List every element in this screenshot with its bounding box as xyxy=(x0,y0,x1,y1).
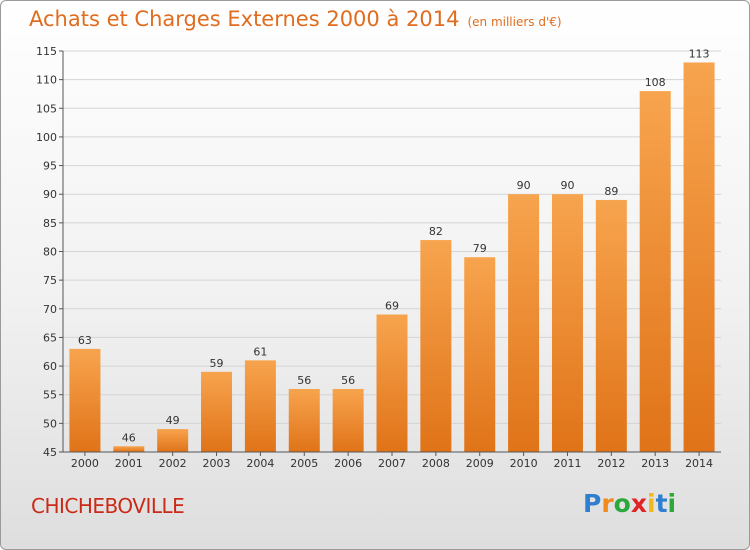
data-label: 56 xyxy=(297,374,311,387)
data-label: 63 xyxy=(78,334,92,347)
y-tick-label: 50 xyxy=(43,417,57,430)
x-tick-label: 2002 xyxy=(159,457,187,470)
x-tick-label: 2010 xyxy=(510,457,538,470)
bar xyxy=(595,199,627,452)
y-tick-label: 45 xyxy=(43,446,57,459)
x-tick-label: 2012 xyxy=(597,457,625,470)
x-tick-label: 2004 xyxy=(246,457,274,470)
proxiti-logo: Proxiti xyxy=(583,489,676,518)
chart-subtitle: (en milliers d'€) xyxy=(467,15,562,29)
y-tick-label: 110 xyxy=(36,74,57,87)
data-label: 108 xyxy=(645,76,666,89)
chart-title: Achats et Charges Externes 2000 à 2014 (e… xyxy=(29,7,562,31)
y-tick-label: 55 xyxy=(43,389,57,402)
y-tick-label: 80 xyxy=(43,246,57,259)
data-label: 82 xyxy=(429,225,443,238)
y-tick-label: 100 xyxy=(36,131,57,144)
x-tick-label: 2005 xyxy=(290,457,318,470)
bar xyxy=(157,429,189,452)
logo-letter: i xyxy=(647,489,656,518)
x-tick-label: 2007 xyxy=(378,457,406,470)
bar xyxy=(464,257,496,452)
logo-letter: t xyxy=(655,489,668,518)
bar xyxy=(332,388,364,452)
data-label: 90 xyxy=(517,179,531,192)
logo-letter: P xyxy=(583,489,602,518)
y-tick-label: 60 xyxy=(43,360,57,373)
y-tick-label: 90 xyxy=(43,188,57,201)
data-label: 90 xyxy=(560,179,574,192)
x-tick-label: 2003 xyxy=(203,457,231,470)
logo-letter: r xyxy=(601,489,614,518)
bar xyxy=(288,388,320,452)
logo-letter: o xyxy=(613,489,631,518)
data-label: 89 xyxy=(604,185,618,198)
commune-name: CHICHEBOVILLE xyxy=(31,494,185,518)
y-tick-label: 105 xyxy=(36,102,57,115)
bar xyxy=(683,62,715,452)
y-tick-label: 70 xyxy=(43,303,57,316)
x-axis: 2000 2001 2002 2003 2004 2005 2006 2007 2008 2009… xyxy=(63,451,721,470)
data-label: 49 xyxy=(166,414,180,427)
x-tick-label: 2014 xyxy=(685,457,713,470)
data-label: 59 xyxy=(210,357,224,370)
chart-title-text: Achats et Charges Externes 2000 à 2014 xyxy=(29,7,460,31)
y-tick-label: 85 xyxy=(43,217,57,230)
y-tick-label: 75 xyxy=(43,274,57,287)
bar xyxy=(376,314,408,452)
bar xyxy=(420,240,452,452)
y-tick-label: 65 xyxy=(43,331,57,344)
y-axis: 45 50 55 60 65 70 75 80 85 90 95 100 105 110 115 xyxy=(36,45,64,459)
x-tick-label: 2001 xyxy=(115,457,143,470)
bars: 63 46 49 59 61 56 56 69 82 79 90 90 89 108 113 xyxy=(69,47,715,452)
x-tick-label: 2000 xyxy=(71,457,99,470)
bar xyxy=(201,371,233,452)
bar xyxy=(551,194,583,452)
x-tick-label: 2009 xyxy=(466,457,494,470)
data-label: 61 xyxy=(253,345,267,358)
logo-letter: x xyxy=(630,489,647,518)
x-tick-label: 2013 xyxy=(641,457,669,470)
logo-letter: i xyxy=(667,489,677,518)
bar xyxy=(244,360,276,452)
bar xyxy=(69,348,101,452)
x-tick-label: 2008 xyxy=(422,457,450,470)
bar xyxy=(639,91,671,452)
x-tick-label: 2011 xyxy=(553,457,581,470)
data-label: 79 xyxy=(473,242,487,255)
data-label: 56 xyxy=(341,374,355,387)
bar xyxy=(508,194,540,452)
data-label: 46 xyxy=(122,431,136,444)
data-label: 113 xyxy=(689,47,710,60)
bar xyxy=(113,446,145,452)
y-tick-label: 115 xyxy=(36,45,57,58)
data-label: 69 xyxy=(385,300,399,313)
x-tick-label: 2006 xyxy=(334,457,362,470)
y-tick-label: 95 xyxy=(43,160,57,173)
